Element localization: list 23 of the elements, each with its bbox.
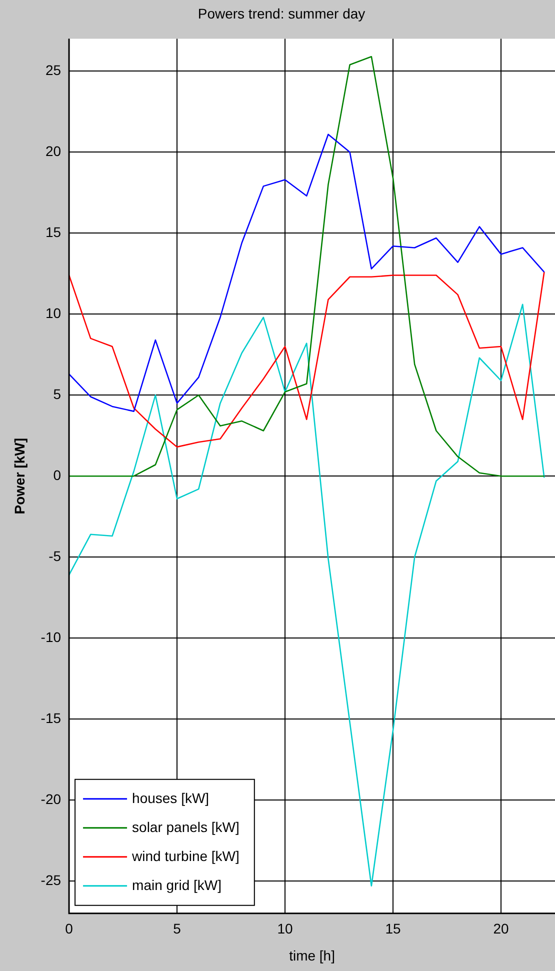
y-tick-label: 20 xyxy=(45,143,62,160)
y-tick-label: 0 xyxy=(53,466,62,483)
legend-label: wind turbine [kW] xyxy=(131,848,240,864)
y-tick-label: -10 xyxy=(40,628,62,645)
y-axis-title: Power [kW] xyxy=(11,438,28,514)
legend-label: houses [kW] xyxy=(132,790,210,806)
chart-title: Powers trend: summer day xyxy=(198,5,366,22)
x-tick-label: 15 xyxy=(385,920,402,937)
legend-label: main grid [kW] xyxy=(132,876,222,893)
y-tick-label: -15 xyxy=(40,710,62,726)
y-tick-label: 10 xyxy=(45,304,62,321)
x-axis-title: time [h] xyxy=(289,947,335,964)
x-tick-label: 0 xyxy=(65,920,74,937)
y-tick-label: 25 xyxy=(45,62,62,78)
y-tick-label: 5 xyxy=(53,386,62,402)
x-tick-label: 20 xyxy=(493,920,509,937)
y-tick-label: 15 xyxy=(45,224,62,240)
legend-label: solar panels [kW] xyxy=(132,818,240,835)
y-tick-label: -5 xyxy=(48,548,62,564)
x-tick-label: 5 xyxy=(173,920,182,937)
y-tick-label: -25 xyxy=(40,872,62,888)
y-tick-label: -20 xyxy=(40,790,62,807)
x-tick-label: 10 xyxy=(277,920,294,937)
